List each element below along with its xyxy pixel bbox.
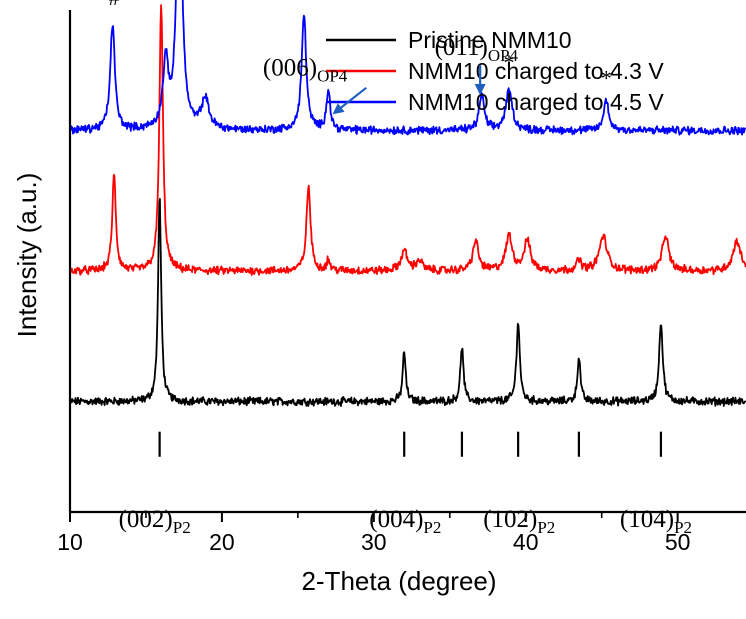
y-axis-label: Intensity (a.u.) [12,173,42,338]
x-tick-label: 50 [665,529,691,555]
legend-label: Pristine NMM10 [408,27,572,53]
series-line-2 [69,0,746,136]
peak-mark: # [109,0,120,10]
p2-label: (004)P2 [369,506,441,537]
peak-mark: * [504,50,515,75]
series-line-0 [69,197,746,407]
x-tick-label: 30 [361,529,387,555]
x-tick-label: 10 [57,529,83,555]
peak-mark: * [601,65,612,90]
legend-label: NMM10 charged to 4.3 V [408,58,664,84]
op4-label: (006)OP4 [263,54,348,85]
plot-area [69,0,746,457]
annotation-arrow [332,86,367,115]
x-axis-label: 2-Theta (degree) [301,566,496,596]
axes: 10 20 30 40 50 [57,10,746,555]
x-tick-label: 20 [209,529,235,555]
p2-label: (104)P2 [620,506,692,537]
annotations: (004)OP4(006)OP4(011)OP4##**(002)P2(004)… [109,0,692,537]
p2-label: (102)P2 [483,506,555,537]
legend-label: NMM10 charged to 4.5 V [408,89,664,115]
op4-label: (011)OP4 [435,34,519,65]
x-tick-label: 40 [513,529,539,555]
series-line-1 [69,4,746,276]
p2-label: (002)P2 [119,506,191,537]
legend: Pristine NMM10 NMM10 charged to 4.3 V NMM1… [326,27,664,115]
